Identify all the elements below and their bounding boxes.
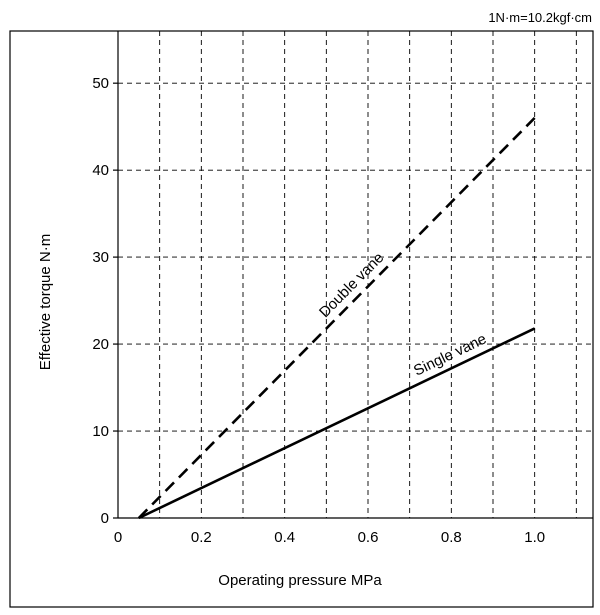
x-tick-label: 1.0 bbox=[524, 529, 545, 546]
x-tick-label: 0.4 bbox=[274, 529, 295, 546]
x-tick-label: 0.2 bbox=[191, 529, 212, 546]
axis-ticks: 0 10 20 30 40 50 0 0.2 0.4 0.6 0.8 1.0 bbox=[92, 75, 545, 546]
x-axis-title: Operating pressure MPa bbox=[218, 572, 382, 589]
x-tick-label: 0.6 bbox=[358, 529, 379, 546]
unit-conversion-note: 1N·m=10.2kgf·cm bbox=[488, 10, 592, 25]
chart-frame bbox=[9, 30, 594, 608]
y-tick-label: 10 bbox=[92, 423, 109, 440]
x-tick-label: 0.8 bbox=[441, 529, 462, 546]
single-vane-line bbox=[138, 327, 536, 520]
grid bbox=[118, 31, 593, 518]
y-axis-title: Effective torque N·m bbox=[37, 234, 54, 370]
y-tick-label: 30 bbox=[92, 249, 109, 266]
y-tick-label: 40 bbox=[92, 162, 109, 179]
y-tick-label: 20 bbox=[92, 336, 109, 353]
y-tick-label: 50 bbox=[92, 75, 109, 92]
double-vane-line bbox=[137, 117, 536, 519]
series bbox=[137, 117, 536, 520]
x-tick-label: 0 bbox=[114, 529, 122, 546]
y-tick-label: 0 bbox=[101, 510, 109, 527]
